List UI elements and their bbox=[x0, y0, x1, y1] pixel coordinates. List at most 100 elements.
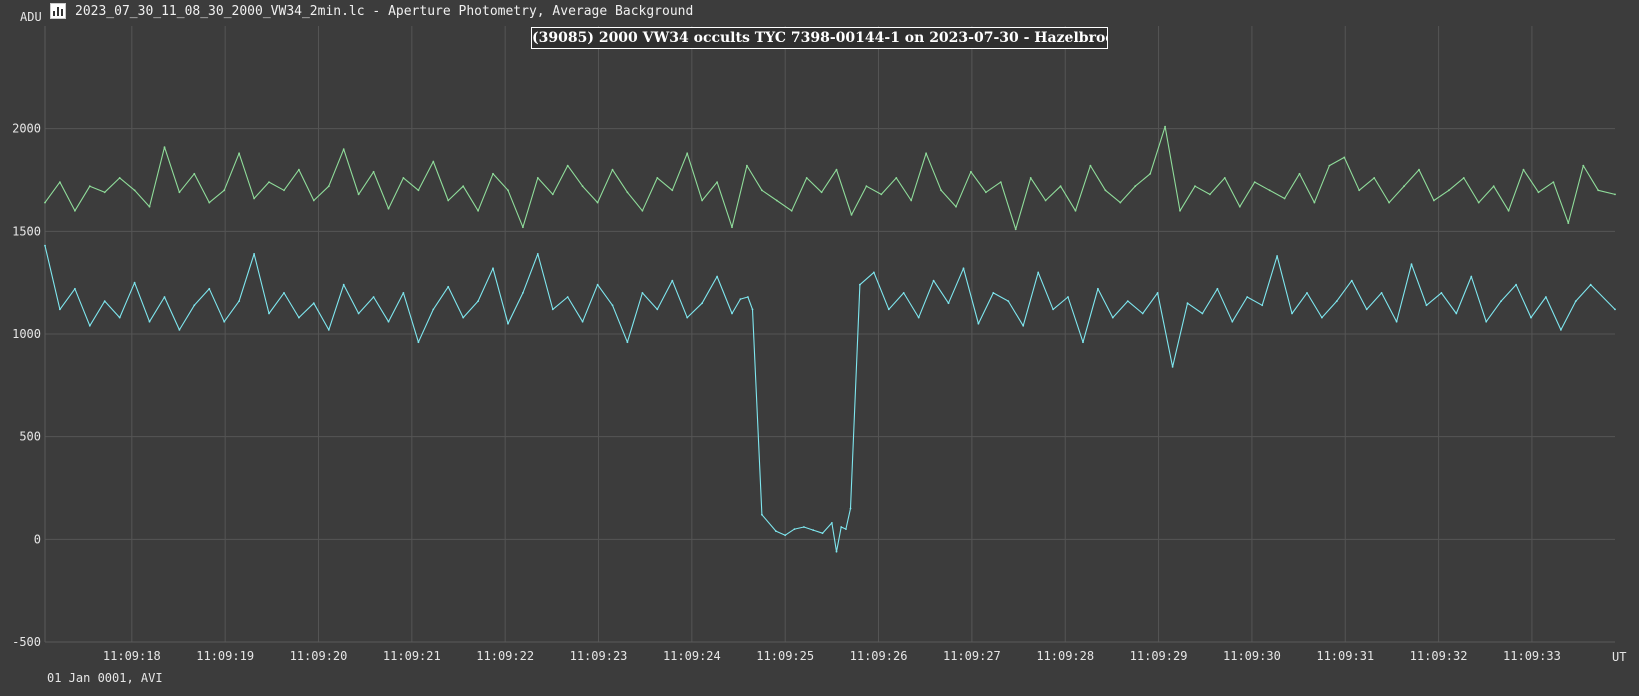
comparison-data-point bbox=[985, 191, 987, 194]
comparison-data-point bbox=[1373, 177, 1376, 179]
comparison-data-point bbox=[880, 193, 883, 196]
target-data-point bbox=[1171, 366, 1174, 368]
target-data-point bbox=[751, 308, 754, 311]
target-data-point bbox=[1037, 271, 1040, 274]
target-data-point bbox=[859, 283, 861, 286]
comparison-data-point bbox=[507, 189, 509, 192]
target-data-point bbox=[133, 281, 136, 284]
comparison-data-point bbox=[1104, 189, 1107, 192]
target-data-point bbox=[641, 292, 644, 294]
x-tick-label: 11:09:26 bbox=[850, 649, 908, 663]
target-data-point bbox=[840, 526, 843, 528]
target-data-point bbox=[1216, 287, 1219, 290]
comparison-data-point bbox=[1029, 177, 1032, 179]
x-tick-label: 11:09:32 bbox=[1410, 649, 1468, 663]
target-data-point bbox=[103, 300, 106, 302]
comparison-data-point bbox=[462, 185, 465, 188]
target-data-point bbox=[1231, 320, 1234, 323]
comparison-data-point bbox=[940, 189, 942, 192]
target-data-point bbox=[462, 316, 465, 319]
target-data-point bbox=[1500, 300, 1502, 302]
comparison-data-point bbox=[1194, 185, 1196, 188]
target-data-point bbox=[1082, 341, 1084, 344]
comparison-data-point bbox=[59, 181, 61, 184]
comparison-data-point bbox=[1134, 185, 1137, 188]
comparison-data-point bbox=[1462, 177, 1465, 179]
comparison-data-point bbox=[133, 189, 136, 192]
comparison-data-point bbox=[298, 168, 300, 171]
target-data-point bbox=[1156, 292, 1159, 294]
target-data-point bbox=[596, 283, 599, 286]
y-axis-label: ADU bbox=[20, 10, 42, 24]
comparison-data-point bbox=[238, 152, 241, 155]
comparison-data-point bbox=[253, 197, 256, 200]
target-data-point bbox=[873, 271, 875, 274]
target-data-point bbox=[522, 292, 524, 294]
target-data-point bbox=[1410, 263, 1413, 266]
target-data-point bbox=[59, 308, 61, 311]
target-data-point bbox=[223, 320, 226, 323]
target-data-point bbox=[849, 507, 852, 510]
comparison-data-point bbox=[1343, 156, 1346, 159]
y-tick-label: 500 bbox=[19, 430, 41, 444]
x-tick-label: 11:09:24 bbox=[663, 649, 721, 663]
comparison-data-point bbox=[1358, 189, 1361, 192]
comparison-data-point bbox=[1418, 168, 1420, 171]
target-data-point bbox=[1515, 283, 1517, 286]
target-data-point bbox=[626, 341, 629, 344]
comparison-data-point bbox=[1313, 201, 1316, 204]
target-data-point bbox=[1560, 329, 1562, 331]
target-data-point bbox=[1440, 292, 1443, 294]
target-data-point bbox=[793, 528, 796, 530]
target-data-point bbox=[611, 304, 614, 307]
x-tick-label: 11:09:28 bbox=[1036, 649, 1094, 663]
target-data-point bbox=[992, 292, 995, 294]
comparison-data-point bbox=[566, 164, 569, 167]
chart-axes: -500 0 500 1000 1500 2000 11:09:18 11:09:19 11:0… bbox=[12, 26, 1615, 663]
target-data-point bbox=[477, 300, 479, 302]
target-data-point bbox=[327, 329, 330, 331]
target-data-point bbox=[731, 312, 733, 315]
comparison-data-point bbox=[656, 177, 659, 179]
comparison-data-point bbox=[178, 191, 181, 194]
target-data-point bbox=[178, 329, 181, 331]
target-data-point bbox=[1201, 312, 1204, 315]
target-data-point bbox=[686, 316, 689, 319]
comparison-data-point bbox=[1283, 197, 1286, 200]
comparison-data-point bbox=[775, 199, 778, 202]
target-data-point bbox=[1007, 300, 1010, 302]
target-data-point bbox=[1485, 320, 1488, 323]
target-data-point bbox=[812, 529, 815, 531]
comparison-data-point bbox=[1403, 185, 1405, 188]
target-data-point bbox=[1395, 320, 1398, 323]
target-data-point bbox=[1052, 308, 1054, 311]
target-data-point bbox=[831, 522, 833, 524]
target-data-point bbox=[1141, 312, 1144, 315]
comparison-data-point bbox=[865, 185, 868, 188]
comparison-data-point bbox=[910, 199, 913, 202]
target-data-point bbox=[656, 308, 659, 311]
target-data-point bbox=[701, 302, 703, 305]
comparison-data-point bbox=[731, 226, 733, 229]
comparison-data-point bbox=[74, 209, 76, 212]
target-data-point bbox=[887, 308, 890, 311]
comparison-data-point bbox=[1119, 201, 1122, 204]
comparison-data-point bbox=[820, 191, 823, 194]
x-tick-label: 11:09:21 bbox=[383, 649, 441, 663]
target-data-point bbox=[1470, 275, 1473, 278]
comparison-data-point bbox=[790, 209, 793, 212]
comparison-data-point bbox=[492, 172, 494, 175]
target-data-point bbox=[193, 304, 196, 307]
target-data-point bbox=[962, 267, 965, 270]
target-data-point bbox=[902, 292, 905, 294]
lightcurve-app-icon[interactable] bbox=[50, 3, 66, 19]
comparison-data-point bbox=[342, 148, 345, 151]
target-data-point bbox=[492, 267, 494, 270]
comparison-data-point bbox=[1582, 164, 1585, 167]
comparison-data-point bbox=[1522, 168, 1525, 171]
x-tick-label: 11:09:20 bbox=[290, 649, 348, 663]
comparison-data-point bbox=[312, 199, 315, 202]
comparison-data-point bbox=[417, 189, 420, 192]
comparison-data-point bbox=[746, 164, 748, 167]
